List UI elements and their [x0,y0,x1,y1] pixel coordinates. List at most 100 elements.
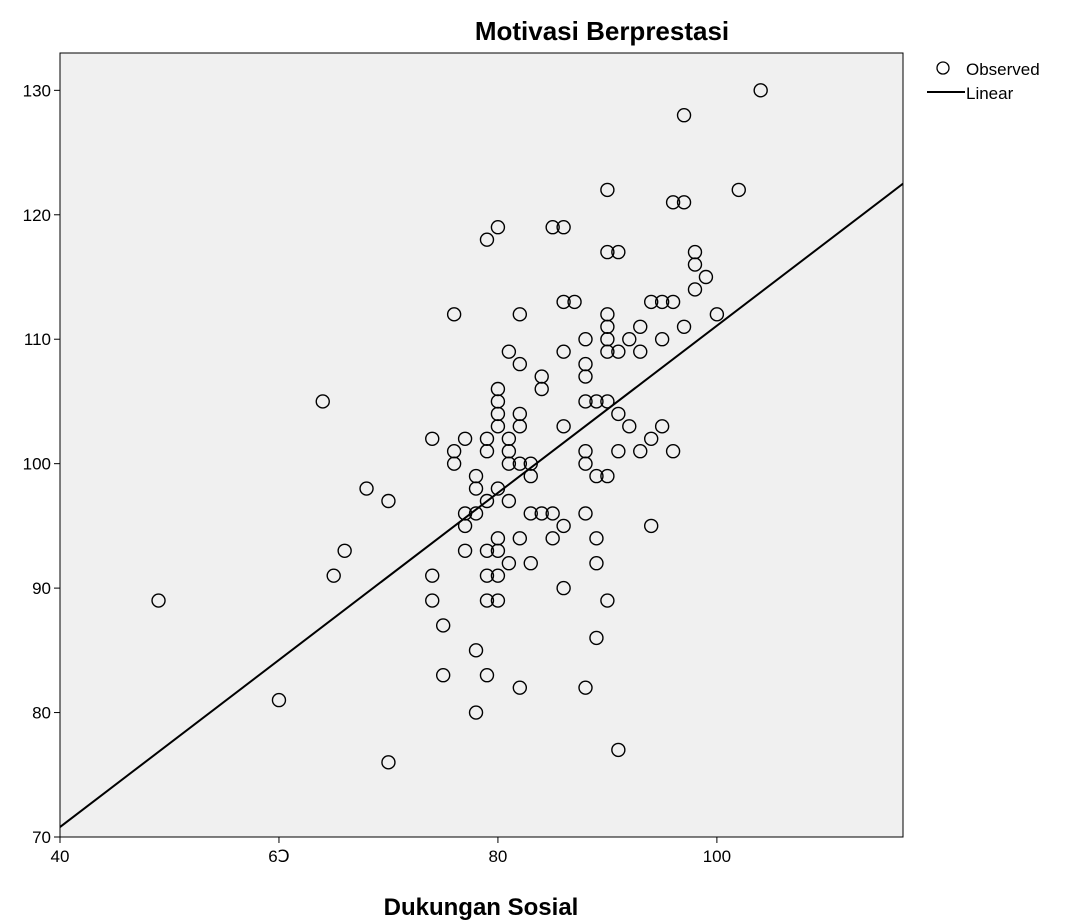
observed-point [512,307,528,322]
x-axis-label: Dukungan Sosial [384,894,579,921]
observed-point [567,294,582,310]
x-tick-label: 6Ↄ [268,847,289,866]
y-tick-label: 80 [32,704,51,723]
observed-point [622,419,637,434]
observed-point [523,468,538,484]
observed-point [654,294,670,310]
observed-point [501,493,517,509]
observed-point [698,269,714,285]
observed-point [359,481,374,496]
observed-point [425,431,440,446]
observed-point [643,431,659,446]
observed-point [501,344,517,359]
observed-point [709,307,725,322]
y-tick-label: 130 [23,81,51,100]
observed-point [479,568,495,583]
y-tick-label: 90 [32,579,51,598]
observed-point [479,493,495,509]
y-axis: 70 80 90 100 110 120 130 [23,81,60,847]
observed-point [490,593,506,608]
observed-point [600,468,615,484]
observed-point [337,543,352,558]
observed-point [490,543,506,558]
observed-point [600,244,615,260]
observed-point [479,593,495,608]
observed-point [600,394,615,409]
observed-point [731,182,746,198]
observed-point [435,618,451,633]
observed-point [534,506,549,521]
observed-point [633,319,648,334]
observed-point [457,431,473,446]
observed-point [425,568,440,583]
observed-point [479,232,495,247]
observed-point [578,456,593,471]
observed-point [479,444,495,459]
observed-point [151,593,166,608]
observed-point [654,332,670,347]
observed-point [490,419,506,434]
observed-point [556,344,571,359]
observed-point [512,531,528,546]
observed-point [643,518,659,534]
observed-point [545,506,560,521]
observed-point [556,518,571,534]
observed-point [578,332,593,347]
x-tick-label: 40 [51,847,70,866]
observed-point [556,294,571,310]
observed-point [611,742,626,758]
observed-point [271,692,287,708]
y-tick-label: 110 [24,330,51,349]
observed-point [611,244,626,260]
chart-title: Motivasi Berprestasi [475,16,729,46]
observed-point [687,257,703,272]
observed-point [665,195,681,210]
observed-point [468,705,484,720]
observed-point [457,518,473,534]
observed-point [512,356,528,372]
observed-point [490,481,506,496]
observed-point [556,220,571,235]
observed-point [753,83,768,98]
observed-point [556,419,571,434]
observed-point [578,394,593,409]
observed-point [512,419,528,434]
observed-point [687,282,703,297]
observed-point [523,506,538,521]
observed-point [468,481,484,496]
observed-point [665,444,681,459]
observed-point [435,668,451,683]
legend: Observed Linear [927,60,1040,103]
observed-point [479,668,495,683]
plot-content [60,83,903,828]
observed-point [600,182,615,198]
observed-point [545,531,560,546]
observed-point [676,319,692,334]
legend-linear-label: Linear [966,84,1014,103]
observed-point [589,630,604,646]
observed-point [611,344,626,359]
x-tick-label: 80 [488,847,507,866]
observed-point [643,294,659,310]
observed-point [512,456,528,471]
observed-point [622,332,637,347]
x-tick-label: 100 [703,847,731,866]
observed-point [654,419,670,434]
observed-point [381,493,396,509]
observed-point [501,556,517,571]
x-axis: 40 6Ↄ 80 100 [51,837,731,866]
observed-point [523,556,538,571]
observed-point [665,294,681,310]
observed-point [425,593,440,608]
observed-point [633,444,648,459]
observed-point [446,307,462,322]
observed-point [534,381,549,397]
legend-observed-label: Observed [966,60,1040,79]
observed-point [490,220,506,235]
observed-point [578,680,593,695]
observed-point [600,344,615,359]
observed-point [611,406,626,422]
observed-point [611,444,626,459]
observed-point [501,456,517,471]
observed-point [446,456,462,471]
